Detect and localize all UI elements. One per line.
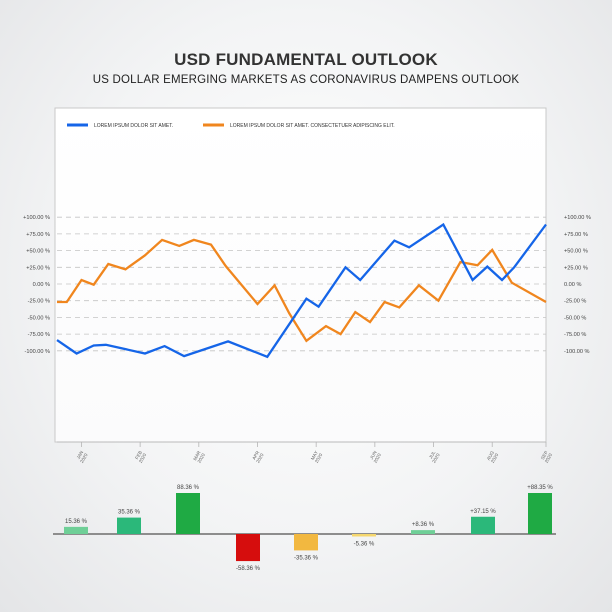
x-tick-month: JAN bbox=[76, 450, 85, 460]
bar bbox=[236, 534, 260, 562]
chart-subtitle: US DOLLAR EMERGING MARKETS AS CORONAVIRU… bbox=[92, 74, 520, 86]
bar bbox=[117, 517, 141, 534]
bar-label: -58.36 % bbox=[236, 566, 261, 572]
bar bbox=[471, 516, 495, 534]
y-tick-label: -50.00 % bbox=[564, 315, 586, 321]
y-tick-label: +50.00 % bbox=[564, 249, 588, 255]
y-axis-right: +100.00 % +75.00 % +50.00 % +25.00 % 0.00 % -… bbox=[564, 215, 591, 355]
grid-lines bbox=[57, 216, 546, 352]
bar-label: +8.36 % bbox=[412, 522, 435, 528]
y-tick-label: -25.00 % bbox=[28, 299, 50, 305]
plot-frame bbox=[54, 107, 547, 443]
x-tick-year: 2020 bbox=[373, 452, 383, 464]
bar bbox=[176, 493, 200, 534]
y-tick-label: 0.00 % bbox=[564, 282, 581, 288]
series-line bbox=[56, 222, 547, 359]
bar-label: 35.36 % bbox=[118, 510, 141, 516]
x-tick-month: AUG bbox=[486, 450, 496, 461]
x-tick-month: SEP bbox=[540, 450, 549, 460]
y-tick-label: -50.00 % bbox=[28, 315, 50, 321]
y-tick-label: -75.00 % bbox=[564, 332, 586, 338]
y-tick-label: +25.00 % bbox=[26, 265, 50, 271]
x-tick-year: 2020 bbox=[197, 452, 207, 464]
x-tick-year: 2020 bbox=[490, 452, 500, 464]
bar-chart: 15.36 % 35.36 % 88.36 % -58.36 % -35.36 % -5.… bbox=[53, 485, 556, 572]
x-tick-year: 2020 bbox=[314, 452, 324, 464]
y-tick-label: +75.00 % bbox=[564, 232, 588, 238]
legend: LOREM IPSUM DOLOR SIT AMET. LOREM IPSUM D… bbox=[67, 123, 395, 129]
x-tick-month: JUL bbox=[428, 450, 437, 460]
bar-label: 88.36 % bbox=[177, 485, 200, 491]
bar-label: -35.36 % bbox=[294, 555, 319, 561]
bar bbox=[64, 526, 88, 534]
line-series bbox=[56, 222, 547, 359]
y-axis-left: +100.00 % +75.00 % +50.00 % +25.00 % 0.00 % -… bbox=[23, 215, 50, 355]
bar bbox=[352, 534, 376, 537]
x-tick-month: MAR bbox=[192, 449, 202, 461]
x-tick-month: MAY bbox=[310, 450, 319, 461]
y-tick-label: -100.00 % bbox=[564, 349, 590, 355]
legend-label: LOREM IPSUM DOLOR SIT AMET. CONSECTETUER… bbox=[230, 123, 395, 129]
x-tick-year: 2020 bbox=[79, 452, 89, 464]
x-tick-month: APR bbox=[251, 449, 260, 460]
legend-label: LOREM IPSUM DOLOR SIT AMET. bbox=[94, 123, 173, 129]
x-tick-month: FEB bbox=[134, 450, 143, 460]
x-tick-year: 2020 bbox=[431, 452, 441, 464]
y-tick-label: -75.00 % bbox=[28, 332, 50, 338]
y-tick-label: +50.00 % bbox=[26, 249, 50, 255]
bar-label: 15.36 % bbox=[65, 519, 88, 525]
y-tick-label: +100.00 % bbox=[564, 215, 591, 221]
bar bbox=[528, 493, 552, 534]
bar-label: +88.35 % bbox=[527, 485, 553, 491]
bar-label: -5.36 % bbox=[354, 541, 375, 547]
bar-label: +37.15 % bbox=[470, 509, 496, 515]
y-tick-label: +100.00 % bbox=[23, 215, 50, 221]
x-tick-year: 2020 bbox=[255, 452, 265, 464]
series-line bbox=[57, 238, 547, 343]
bar bbox=[294, 534, 318, 551]
bar bbox=[411, 530, 435, 534]
y-tick-label: -100.00 % bbox=[25, 349, 51, 355]
x-tick-year: 2020 bbox=[544, 452, 554, 464]
x-tick-month: JUN bbox=[369, 450, 378, 460]
y-tick-label: 0.00 % bbox=[33, 282, 50, 288]
y-tick-label: +75.00 % bbox=[26, 232, 50, 238]
y-tick-label: -25.00 % bbox=[564, 299, 586, 305]
chart-title: USD FUNDAMENTAL OUTLOOK bbox=[174, 50, 438, 69]
y-tick-label: +25.00 % bbox=[564, 265, 588, 271]
x-tick-year: 2020 bbox=[138, 452, 148, 464]
